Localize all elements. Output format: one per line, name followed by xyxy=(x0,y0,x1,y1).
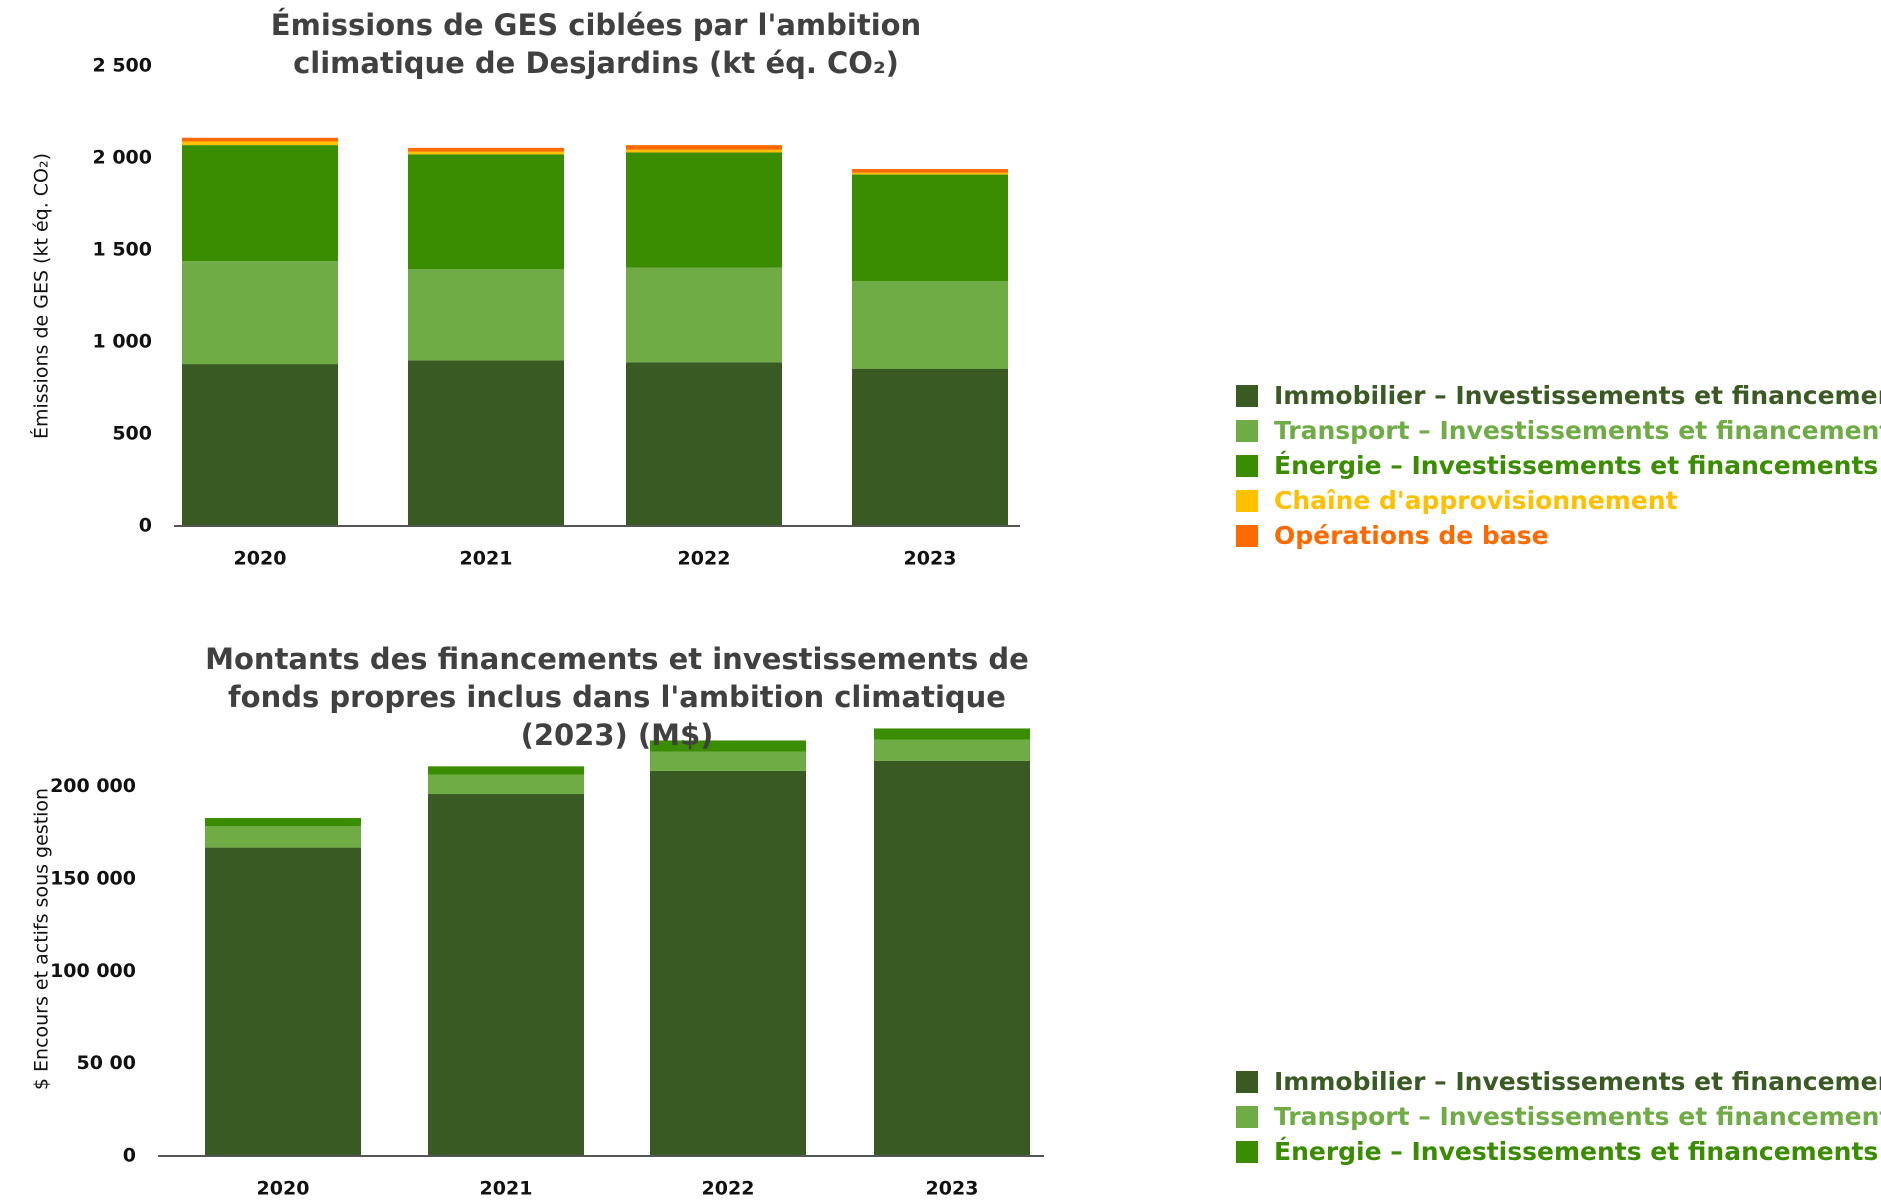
y-tick-label: 2 000 xyxy=(93,147,153,169)
x-tick-label: 2021 xyxy=(480,1178,533,1200)
legend: Immobilier – Investissements et financem… xyxy=(1236,378,1881,553)
legend-item: Opérations de base xyxy=(1236,518,1881,553)
legend-swatch xyxy=(1236,384,1258,407)
bar-segment xyxy=(408,269,564,361)
legend-label: Immobilier – Investissements et financem… xyxy=(1274,1067,1881,1096)
bar-segment xyxy=(874,728,1030,740)
bar-segment xyxy=(408,360,564,526)
bar-segment xyxy=(626,145,782,150)
y-tick-label: 2 500 xyxy=(93,55,153,77)
legend-label: Énergie – Investissements et financement… xyxy=(1274,451,1879,480)
bar-segment xyxy=(182,145,338,262)
legend-label: Énergie – Investissements et financement… xyxy=(1274,1137,1879,1166)
bar-segment xyxy=(874,760,1030,1156)
y-tick-label: 1 500 xyxy=(93,239,153,261)
bar-segment xyxy=(626,362,782,526)
bar-segment xyxy=(626,149,782,153)
bar-segment xyxy=(852,172,1008,175)
legend-swatch xyxy=(1236,454,1258,477)
bar-segment xyxy=(428,766,584,775)
bar-segment xyxy=(852,281,1008,369)
x-tick-label: 2023 xyxy=(904,548,957,570)
bar-segment xyxy=(182,261,338,365)
legend-item: Immobilier – Investissements et financem… xyxy=(1236,1064,1881,1099)
legend: Immobilier – Investissements et financem… xyxy=(1236,1064,1881,1169)
x-tick-label: 2023 xyxy=(926,1178,979,1200)
legend-item: Transport – Investissements et financeme… xyxy=(1236,413,1881,448)
legend-swatch xyxy=(1236,419,1258,442)
y-axis-label: $ Encours et actifs sous gestion xyxy=(31,788,53,1090)
bar-segment xyxy=(626,267,782,363)
y-tick-label: 150 000 xyxy=(50,867,136,889)
bar-segment xyxy=(205,818,361,827)
bar-segment xyxy=(408,154,564,270)
y-tick-label: 0 xyxy=(123,1145,136,1167)
bar-segment xyxy=(650,770,806,1156)
legend-label: Transport – Investissements et financeme… xyxy=(1274,416,1881,445)
bar-segment xyxy=(650,740,806,752)
legend-label: Opérations de base xyxy=(1274,521,1549,550)
bar-segment xyxy=(626,152,782,268)
bar-segment xyxy=(874,739,1030,761)
legend-label: Chaîne d'approvisionnement xyxy=(1274,486,1678,515)
bar-segment xyxy=(182,364,338,526)
y-tick-label: 200 000 xyxy=(50,775,136,797)
bar-segment xyxy=(428,794,584,1156)
x-tick-label: 2022 xyxy=(678,548,731,570)
legend-swatch xyxy=(1236,524,1258,547)
bar-segment xyxy=(182,137,338,142)
bar-segment xyxy=(408,147,564,152)
bar-segment xyxy=(182,141,338,146)
y-tick-label: 1 000 xyxy=(93,331,153,353)
y-tick-label: 0 xyxy=(139,515,152,537)
chart-title: Émissions de GES ciblées par l'ambition … xyxy=(270,8,922,80)
chart-title: Montants des financements et investissem… xyxy=(205,642,1029,752)
bar-segment xyxy=(852,169,1008,173)
legend-item: Énergie – Investissements et financement… xyxy=(1236,1134,1881,1169)
bar-segment xyxy=(408,151,564,155)
legend-item: Immobilier – Investissements et financem… xyxy=(1236,378,1881,413)
y-tick-label: 500 xyxy=(112,423,152,445)
legend-label: Immobilier – Investissements et financem… xyxy=(1274,381,1881,410)
bar-segment xyxy=(852,368,1008,526)
legend-swatch xyxy=(1236,1070,1258,1093)
x-tick-label: 2021 xyxy=(460,548,513,570)
bar-segment xyxy=(852,174,1008,282)
legend-swatch xyxy=(1236,1140,1258,1163)
bar-segment xyxy=(428,774,584,795)
bar-segment xyxy=(205,826,361,848)
x-tick-label: 2022 xyxy=(702,1178,755,1200)
x-tick-label: 2020 xyxy=(234,548,287,570)
legend-item: Chaîne d'approvisionnement xyxy=(1236,483,1881,518)
y-axis-label: Émissions de GES (kt éq. CO₂) xyxy=(30,153,53,439)
bar-segment xyxy=(205,847,361,1156)
y-tick-label: 100 000 xyxy=(50,960,136,982)
x-tick-label: 2020 xyxy=(257,1178,310,1200)
legend-swatch xyxy=(1236,1105,1258,1128)
legend-label: Transport – Investissements et financeme… xyxy=(1274,1102,1881,1131)
legend-swatch xyxy=(1236,489,1258,512)
legend-item: Transport – Investissements et financeme… xyxy=(1236,1099,1881,1134)
bar-segment xyxy=(650,751,806,771)
legend-item: Énergie – Investissements et financement… xyxy=(1236,448,1881,483)
y-tick-label: 50 00 xyxy=(77,1052,137,1074)
